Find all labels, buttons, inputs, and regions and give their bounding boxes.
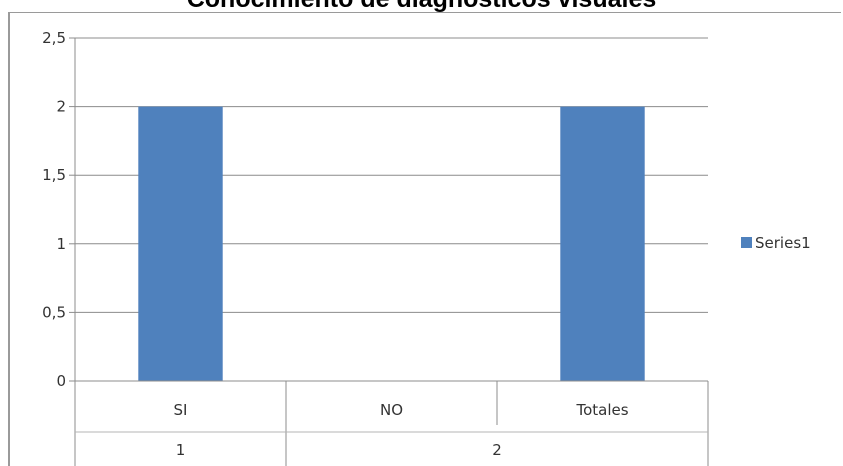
bars	[138, 106, 645, 381]
y-tick-label: 0	[56, 372, 66, 390]
x-group-label: 2	[492, 441, 502, 459]
axes	[69, 37, 709, 466]
y-tick-label: 1,5	[42, 166, 66, 184]
y-tick-label: 1	[56, 235, 66, 253]
y-tick-label: 2	[56, 98, 66, 116]
x-tick-label: SI	[174, 401, 188, 419]
x-tick-labels: SI NO Totales 1 2	[174, 401, 629, 459]
legend: Series1	[741, 234, 811, 252]
legend-label: Series1	[755, 234, 811, 252]
x-tick-label: Totales	[575, 401, 628, 419]
bar-totales	[560, 106, 645, 381]
chart-title: Conocimiento de diagnósticos visuales	[0, 0, 843, 14]
legend-swatch	[741, 237, 752, 248]
x-tick-label: NO	[380, 401, 403, 419]
x-group-label: 1	[176, 441, 186, 459]
y-tick-labels: 0 0,5 1 1,5 2 2,5	[42, 29, 66, 390]
chart-frame	[8, 12, 841, 466]
y-tick-label: 0,5	[42, 303, 66, 321]
y-tick-label: 2,5	[42, 29, 66, 47]
bar-si	[138, 106, 223, 381]
